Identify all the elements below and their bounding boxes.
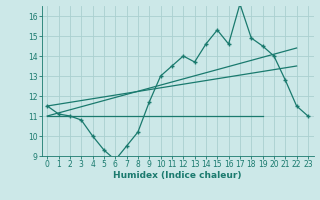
X-axis label: Humidex (Indice chaleur): Humidex (Indice chaleur)	[113, 171, 242, 180]
